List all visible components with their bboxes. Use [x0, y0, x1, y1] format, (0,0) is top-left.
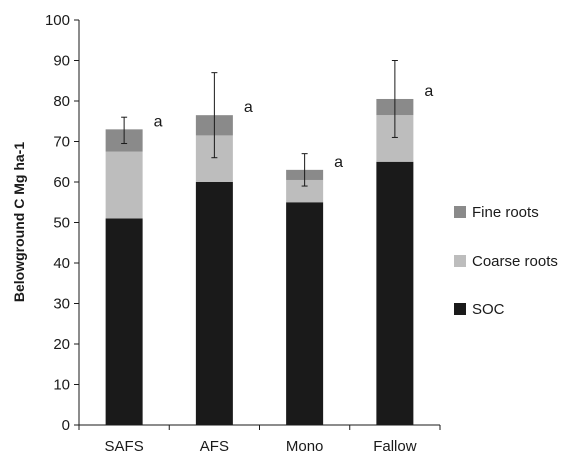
y-tick-label: 100 — [45, 12, 70, 29]
legend-label-coarse-roots: Coarse roots — [472, 253, 558, 270]
x-tick-label-fallow: Fallow — [373, 438, 417, 455]
y-tick-label: 0 — [62, 417, 70, 434]
legend-swatch-fine-roots — [454, 206, 466, 218]
legend: Fine roots Coarse roots SOC — [454, 204, 558, 318]
significance-label-afs: a — [244, 99, 253, 116]
significance-label-fallow: a — [424, 83, 433, 100]
bar-coarse-roots-safs — [105, 151, 143, 219]
legend-label-soc: SOC — [472, 301, 505, 318]
y-tick-label: 50 — [53, 215, 70, 232]
plot-area: 0 10 20 30 40 50 60 70 80 90 100 a SAFS a AFS a Mono a Fal… — [45, 12, 441, 455]
y-axis-label: Belowground C Mg ha-1 — [11, 142, 27, 302]
bar-coarse-roots-mono — [286, 179, 324, 203]
y-tick-label: 30 — [53, 296, 70, 313]
bar-soc-safs — [105, 218, 143, 425]
bar-soc-fallow — [376, 161, 414, 425]
bar-soc-mono — [286, 202, 324, 425]
y-tick-label: 40 — [53, 255, 70, 272]
legend-swatch-coarse-roots — [454, 255, 466, 267]
significance-label-mono: a — [334, 154, 343, 171]
y-tick-label: 70 — [53, 134, 70, 151]
bar-soc-afs — [195, 182, 233, 425]
legend-swatch-soc — [454, 303, 466, 315]
legend-label-fine-roots: Fine roots — [472, 204, 539, 221]
y-tick-label: 90 — [53, 53, 70, 70]
y-tick-label: 10 — [53, 377, 70, 394]
significance-label-safs: a — [154, 113, 163, 130]
y-tick-label: 60 — [53, 174, 70, 191]
x-tick-label-safs: SAFS — [105, 438, 144, 455]
x-tick-label-mono: Mono — [286, 438, 324, 455]
x-tick-label-afs: AFS — [200, 438, 229, 455]
y-tick-label: 80 — [53, 93, 70, 110]
y-tick-label: 20 — [53, 336, 70, 353]
